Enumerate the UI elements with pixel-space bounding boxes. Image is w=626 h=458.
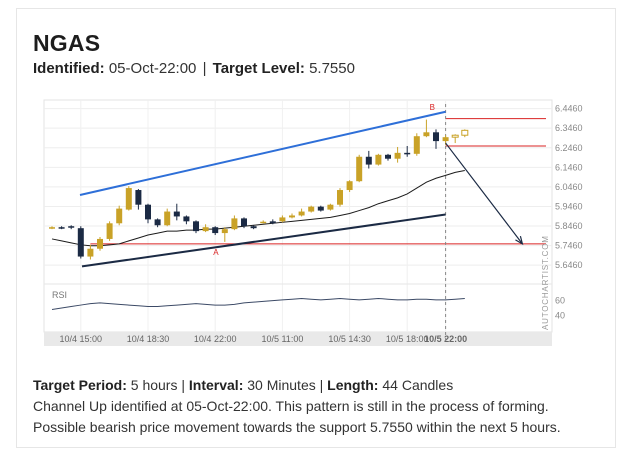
candle-body <box>58 227 65 229</box>
y-tick-label: 6.0460 <box>555 182 583 192</box>
target-period-label: Target Period: <box>33 377 127 393</box>
rsi-line <box>51 297 465 310</box>
rsi-tick-label: 40 <box>555 310 565 320</box>
y-tick-label: 6.1460 <box>555 162 583 172</box>
identified-value: 05-Oct-22:00 <box>108 60 197 77</box>
candle-body <box>279 217 286 222</box>
candle-body <box>404 152 411 155</box>
pattern-description-1: Channel Up identified at 05-Oct-22:00. T… <box>33 398 549 414</box>
channel-upper-line <box>79 110 446 196</box>
candle-body <box>77 228 84 257</box>
y-tick-label: 6.4460 <box>555 104 583 114</box>
y-tick-label: 5.6460 <box>555 260 583 270</box>
forecast-arrow-head <box>515 235 524 246</box>
candle-body <box>289 215 295 218</box>
candle-body <box>385 154 391 159</box>
target-level-value: 5.7550 <box>309 60 355 77</box>
candle-body <box>173 211 180 217</box>
candle-body <box>125 188 132 210</box>
identification-line: Identified: 05-Oct-22:00 | Target Level:… <box>33 60 355 77</box>
x-tick-label: 10/4 22:00 <box>194 334 237 344</box>
target-level-label: Target Level: <box>212 60 305 77</box>
candle-body <box>433 132 439 142</box>
candle-body <box>375 154 382 165</box>
x-tick-label: 10/5 11:00 <box>261 334 303 344</box>
candle-body <box>423 132 430 137</box>
pattern-description-2: Possible bearish price movement towards … <box>33 419 561 435</box>
candle-body <box>193 221 199 232</box>
candle-body <box>327 204 334 210</box>
candle-body <box>116 208 123 224</box>
point-b-label: B <box>430 103 435 112</box>
candle-body <box>317 206 324 211</box>
candle-body <box>49 227 55 229</box>
meta-separator: | <box>319 377 324 393</box>
candle-body <box>260 221 267 224</box>
candle-body <box>356 156 363 182</box>
identified-label: Identified: <box>33 60 105 77</box>
candle-body <box>461 129 469 136</box>
candle-body <box>97 238 103 249</box>
candle-body <box>164 211 171 226</box>
candle-body <box>308 206 315 212</box>
candle-body <box>68 226 75 228</box>
candle-body <box>451 134 459 138</box>
symbol-title: NGAS <box>33 30 101 56</box>
y-tick-label: 5.9460 <box>555 201 583 211</box>
y-tick-label: 5.8460 <box>555 221 583 231</box>
forecast-arrow-line <box>445 142 523 245</box>
candle-body <box>394 152 401 159</box>
candle-body <box>135 190 142 205</box>
channel-lower-line <box>81 213 446 268</box>
y-tick-label: 6.2460 <box>555 143 583 153</box>
candle-body <box>231 218 238 230</box>
candle-body <box>337 190 343 205</box>
candle-body <box>212 227 219 234</box>
candle-body <box>442 137 449 142</box>
moving-average-line <box>51 169 465 247</box>
meta-separator: | <box>181 377 185 393</box>
candle-body <box>346 181 353 191</box>
pattern-details: Target Period: 5 hours | Interval: 30 Mi… <box>33 375 603 438</box>
point-a-label: A <box>213 248 219 257</box>
length-value: 44 Candles <box>382 377 454 393</box>
candle-body <box>183 216 190 222</box>
candle-body <box>87 248 94 257</box>
interval-value: 30 Minutes <box>247 377 316 393</box>
candle-body <box>413 136 420 154</box>
candle-body <box>298 211 305 216</box>
y-tick-label: 5.7460 <box>555 241 583 251</box>
candle-body <box>250 226 257 229</box>
candle-body <box>202 227 209 232</box>
length-label: Length: <box>327 377 379 393</box>
rsi-tick-label: 60 <box>555 296 565 306</box>
candle-body <box>241 218 247 227</box>
watermark: AUTOCHARTIST.COM <box>541 235 550 330</box>
x-tick-label: 10/5 14:30 <box>328 334 371 344</box>
candle-body <box>269 221 276 224</box>
time-axis-strip <box>44 332 552 346</box>
y-tick-label: 6.3460 <box>555 123 583 133</box>
interval-label: Interval: <box>188 377 244 393</box>
candle-body <box>221 229 228 234</box>
pattern-meta: Target Period: 5 hours | Interval: 30 Mi… <box>33 375 603 396</box>
x-tick-label: 10/5 18:00 <box>386 334 429 344</box>
rsi-label: RSI <box>52 290 67 300</box>
candle-body <box>365 156 372 165</box>
candle-body <box>154 219 161 226</box>
x-tick-label: 10/4 15:00 <box>60 334 103 344</box>
target-period-value: 5 hours <box>130 377 178 393</box>
plot-area <box>43 99 553 333</box>
candle-body <box>106 223 113 239</box>
separator: | <box>202 60 207 77</box>
x-tick-label: 10/4 18:30 <box>127 334 170 344</box>
candle-body <box>145 204 151 220</box>
